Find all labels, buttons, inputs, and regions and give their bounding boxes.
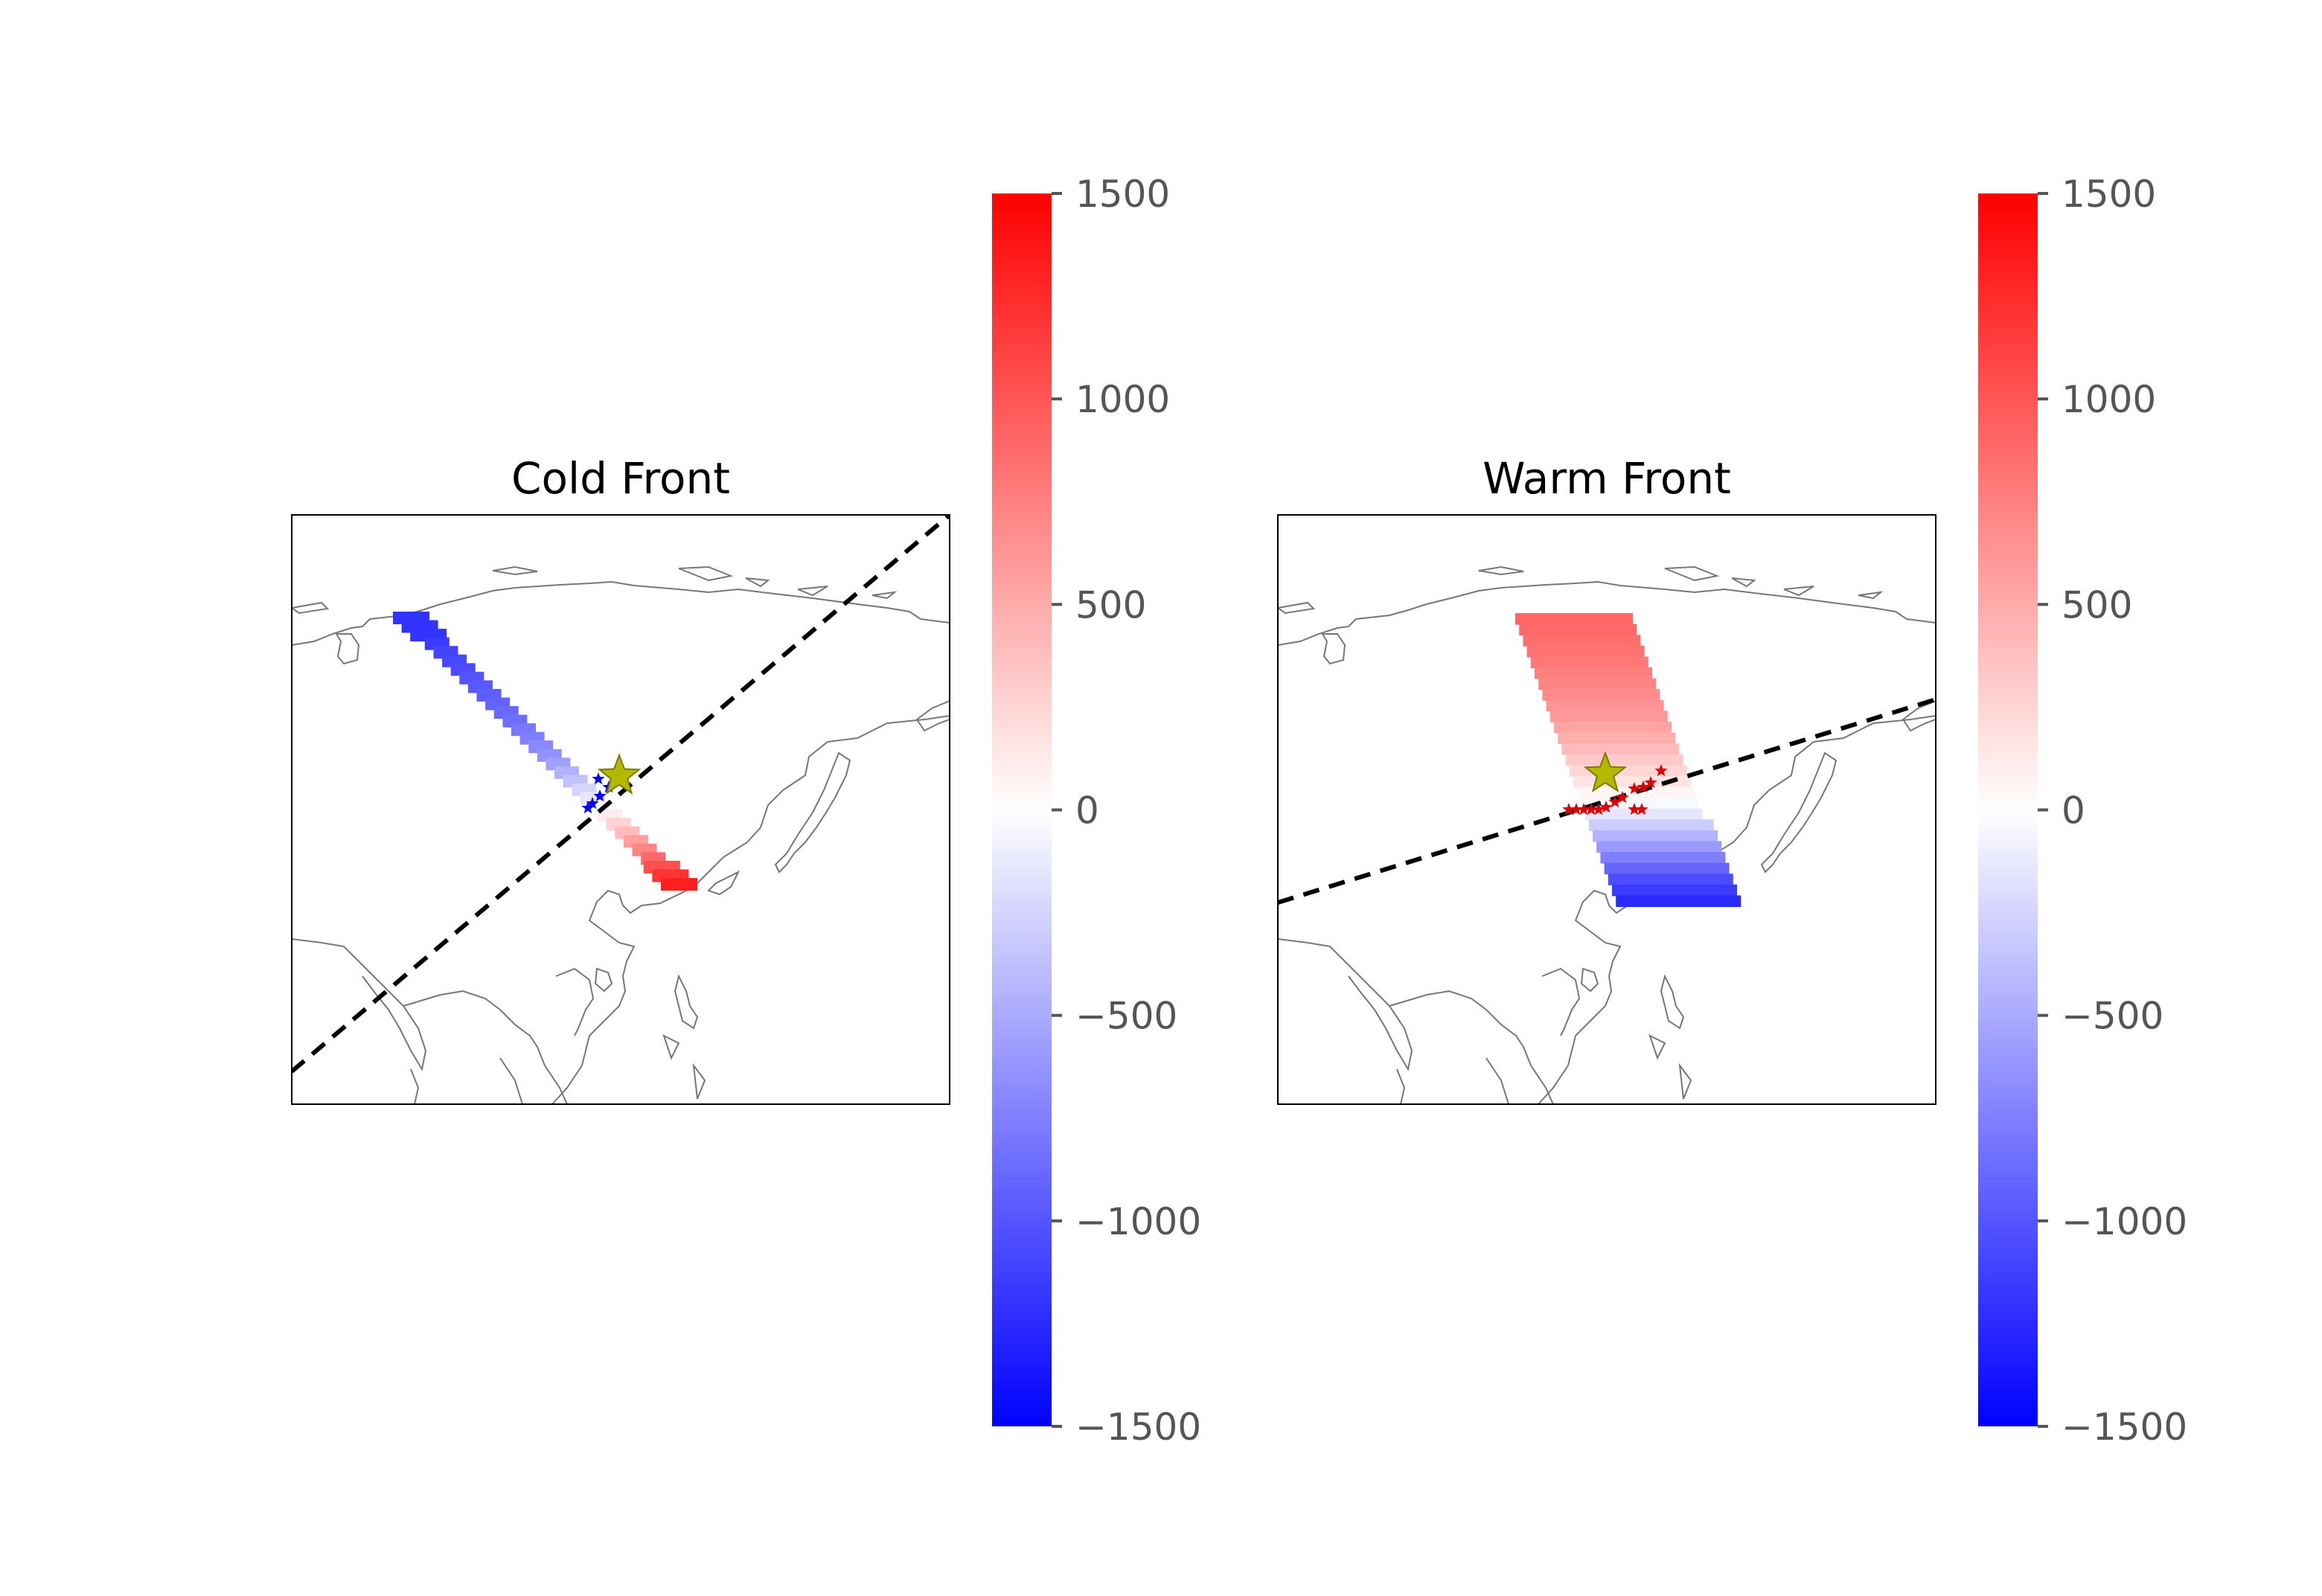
colorbar-tick-label: 500 — [2062, 583, 2132, 626]
colorbar-tick-label: 1500 — [2062, 173, 2156, 216]
colorbar-tick-label: 0 — [2062, 789, 2085, 833]
colorbar-tick-label: 500 — [1075, 583, 1146, 626]
colorbar-tick-label: −1000 — [1075, 1200, 1201, 1243]
heatmap-cell — [661, 878, 674, 891]
heatmap-row — [1593, 830, 1718, 842]
center-star-icon — [1583, 751, 1628, 793]
heatmap-row — [1565, 754, 1683, 766]
front-line — [292, 515, 950, 1074]
heatmap-row — [1523, 635, 1641, 647]
heatmap-row — [1549, 711, 1668, 722]
station-star — [581, 801, 595, 814]
colorbar-tick-label: 1500 — [1075, 173, 1170, 216]
panel-cold-front: Cold Front — [291, 453, 950, 1105]
heatmap-row — [1546, 699, 1664, 712]
heatmap-cells — [393, 612, 697, 891]
heatmap-cells — [1515, 613, 1742, 907]
station-star — [1637, 781, 1650, 793]
heatmap-row — [1519, 624, 1637, 636]
station-star — [586, 797, 599, 810]
heatmap-row — [1584, 808, 1703, 821]
colorbar-gradient — [1978, 193, 2038, 1426]
colorbar-tick-label: 1000 — [2062, 378, 2156, 421]
heatmap-row — [1554, 721, 1672, 734]
colorbar-cold: 1500 1000 500 0 −500 −1000 −1500 — [992, 173, 1201, 1449]
station-star — [1616, 791, 1629, 804]
map-frame — [291, 514, 950, 1105]
heatmap-row — [1558, 732, 1676, 745]
station-star — [1635, 803, 1648, 815]
panel-title: Cold Front — [511, 453, 730, 504]
heatmap-row — [1608, 874, 1733, 885]
panel-warm-front: Warm Front — [1277, 453, 1936, 1105]
heatmap-row — [1526, 645, 1645, 658]
station-star — [1584, 803, 1598, 815]
station-star — [1608, 795, 1622, 808]
station-star — [1592, 803, 1605, 815]
front-line — [1278, 697, 1936, 905]
station-star — [592, 772, 605, 785]
coastlines — [292, 565, 950, 1104]
colorbar-tick-label: −1000 — [2062, 1200, 2187, 1243]
station-star — [1577, 803, 1590, 815]
colorbar-tick-label: −1500 — [1075, 1406, 1201, 1449]
colorbar-gradient — [992, 193, 1052, 1426]
center-star-icon — [597, 753, 642, 795]
heatmap-row — [1530, 656, 1648, 668]
heatmap-row — [1515, 613, 1633, 625]
heatmap-row — [1577, 786, 1695, 799]
heatmap-row — [1538, 678, 1657, 690]
colorbar-tick-label: 0 — [1075, 789, 1099, 833]
heatmap-cell — [410, 629, 423, 642]
colorbar-tick-label: −1500 — [2062, 1406, 2187, 1449]
heatmap-row — [1596, 841, 1722, 853]
station-star — [1562, 803, 1576, 815]
heatmap-cell — [685, 878, 697, 891]
coastlines — [1278, 565, 1936, 1104]
heatmap-row — [1542, 689, 1660, 701]
heatmap-row — [1535, 667, 1652, 679]
panel-title: Warm Front — [1483, 453, 1731, 504]
colorbar-warm: 1500 1000 500 0 −500 −1000 −1500 — [1978, 173, 2187, 1449]
heatmap-row — [1600, 852, 1726, 864]
heatmap-cell — [673, 878, 685, 891]
heatmap-row — [1616, 895, 1742, 907]
map-frame — [1277, 514, 1936, 1105]
colorbar-tick-label: −500 — [1075, 995, 1177, 1038]
station-star — [1628, 782, 1641, 795]
heatmap-row — [1561, 743, 1680, 755]
colorbar-tick-label: 1000 — [1075, 378, 1170, 421]
heatmap-row — [1612, 884, 1737, 897]
station-star — [1644, 776, 1657, 789]
station-star — [1570, 803, 1583, 815]
station-star — [1654, 764, 1668, 777]
station-markers — [1562, 764, 1668, 815]
station-star — [1599, 801, 1613, 813]
colorbar-tick-label: −500 — [2062, 995, 2163, 1038]
heatmap-row — [1604, 862, 1730, 875]
station-star — [593, 789, 607, 802]
station-star — [1628, 803, 1641, 815]
heatmap-row — [1588, 819, 1714, 831]
